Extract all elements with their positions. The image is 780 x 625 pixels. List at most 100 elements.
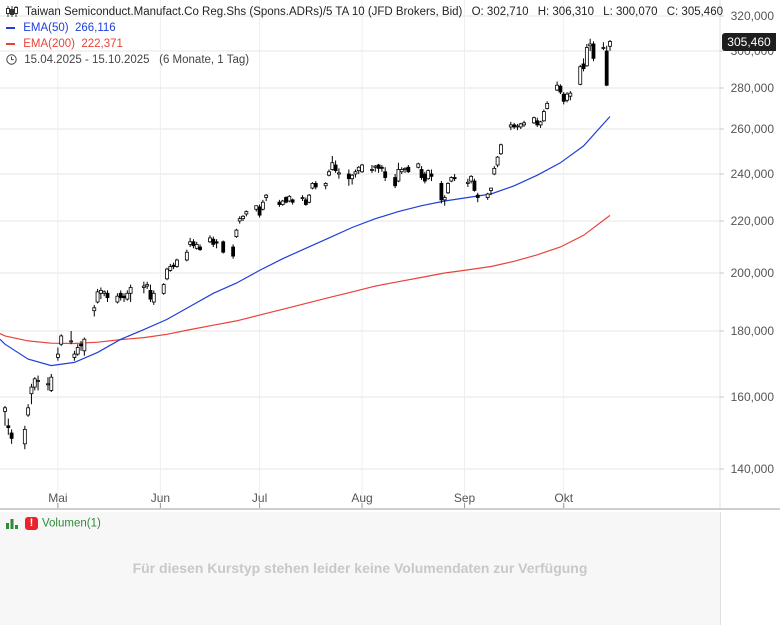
candle	[472, 178, 477, 192]
candle-body-up	[426, 170, 431, 180]
candle	[588, 38, 593, 51]
last-price-tag: 305,460	[722, 33, 776, 51]
candle-body-down	[211, 238, 216, 245]
candle	[446, 182, 450, 194]
candle	[604, 45, 609, 87]
low-value: L: 300,070	[603, 6, 658, 18]
candle-body-up	[82, 338, 87, 352]
candle	[277, 199, 282, 207]
candle-body-up	[237, 218, 242, 222]
candle	[241, 215, 245, 221]
candle	[396, 162, 401, 183]
candle	[171, 262, 176, 270]
bar-chart-icon	[6, 518, 18, 529]
candle	[307, 193, 312, 204]
candle-body-up	[446, 182, 450, 194]
candle	[584, 44, 589, 67]
candle	[284, 196, 288, 204]
candle-body-down	[290, 199, 295, 203]
candle	[125, 290, 130, 301]
candle	[26, 404, 31, 417]
candle-body-up	[95, 291, 100, 303]
candle	[102, 290, 107, 297]
candle	[565, 92, 569, 103]
price-chart[interactable]: 140,000 160,000 180,000 200,000 220,000 240,0…	[0, 0, 780, 512]
candle-body-up	[3, 407, 7, 412]
candle	[439, 181, 444, 204]
candle	[419, 166, 424, 180]
candle	[558, 84, 563, 95]
y-tick-label: 280,000	[731, 81, 775, 95]
candle	[214, 239, 219, 249]
candle-body-up	[307, 194, 312, 203]
candle-body-up	[522, 122, 526, 126]
legend-ema200[interactable]: EMA(200) 222,371	[6, 38, 123, 50]
legend-ema50[interactable]: EMA(50) 266,116	[6, 22, 116, 34]
candle	[449, 176, 454, 183]
candle	[313, 181, 318, 190]
candle	[151, 290, 156, 305]
open-value: O: 302,710	[471, 6, 529, 18]
candle	[555, 81, 560, 92]
date-range[interactable]: 15.04.2025 - 15.10.2025 (6 Monate, 1 Tag…	[6, 54, 249, 66]
candle-body-up	[194, 243, 199, 249]
candle-body-up	[254, 205, 259, 210]
candle-body-up	[102, 291, 107, 294]
candle-body-up	[588, 43, 593, 47]
date-range-detail: (6 Monate, 1 Tag)	[159, 54, 250, 66]
ema50-value: 266,116	[74, 22, 116, 34]
candle-body-up	[165, 268, 169, 280]
candle	[581, 58, 586, 72]
y-tick-label: 320,000	[731, 9, 775, 23]
candle	[188, 237, 193, 247]
no-volume-message: Für diesen Kurstyp stehen leider keine V…	[132, 560, 588, 576]
candle-body-up	[168, 266, 173, 271]
ema200-label: EMA(200)	[23, 38, 75, 50]
candle-body-up	[584, 47, 589, 67]
candle	[429, 169, 434, 182]
candle-body-up	[578, 66, 583, 85]
candle-body-up	[145, 284, 150, 287]
candlesticks	[3, 38, 612, 450]
candle	[244, 210, 249, 217]
candle	[379, 165, 384, 172]
candle	[495, 156, 500, 168]
candle-body-down	[171, 264, 176, 267]
candle-body-up	[55, 353, 60, 358]
candle-body-down	[333, 164, 338, 172]
candle-body-up	[489, 187, 493, 191]
candle	[168, 263, 173, 272]
candle	[145, 281, 150, 289]
volume-label: Volumen(1)	[42, 517, 101, 530]
candle	[426, 169, 431, 180]
candle-body-down	[214, 241, 219, 244]
candle	[254, 205, 259, 212]
candle	[92, 304, 97, 317]
candle-body-up	[601, 47, 606, 49]
x-tick-label: Okt	[554, 491, 573, 505]
candle-body-up	[98, 289, 103, 294]
candle-body-down	[439, 182, 444, 201]
candle-body-down	[379, 166, 384, 169]
candle	[191, 239, 196, 249]
candle-body-up	[29, 386, 34, 395]
volume-header[interactable]: ! Volumen(1)	[6, 517, 101, 530]
candle-body-down	[591, 43, 596, 59]
candle	[353, 169, 358, 178]
candle	[465, 178, 470, 187]
x-tick-label: Sep	[454, 491, 476, 505]
candle	[442, 195, 447, 206]
candle	[356, 166, 361, 174]
candle-body-down	[79, 343, 83, 347]
candle	[115, 293, 120, 304]
candle	[393, 174, 398, 189]
candle-body-up	[188, 241, 193, 245]
candle	[122, 293, 126, 302]
candle	[95, 288, 100, 304]
candle-body-up	[161, 284, 166, 294]
candle	[22, 425, 27, 450]
ema200-swatch	[6, 42, 15, 45]
candle	[403, 167, 407, 173]
candle	[337, 168, 341, 179]
y-tick-label: 240,000	[731, 167, 775, 181]
